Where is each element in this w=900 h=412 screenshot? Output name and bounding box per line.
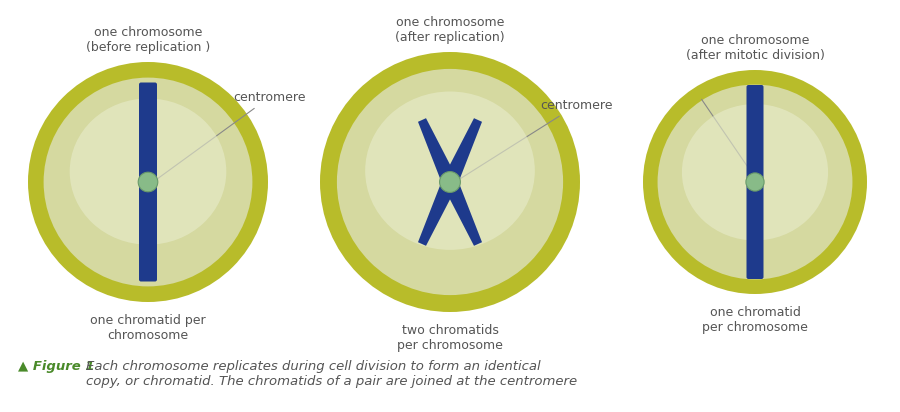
Text: centromere: centromere <box>155 91 305 180</box>
Ellipse shape <box>69 98 226 245</box>
FancyBboxPatch shape <box>746 85 763 279</box>
Text: one chromosome
(after mitotic division): one chromosome (after mitotic division) <box>686 34 824 62</box>
Polygon shape <box>418 179 457 246</box>
Circle shape <box>746 173 764 191</box>
Circle shape <box>43 77 252 286</box>
Text: one chromosome
(before replication ): one chromosome (before replication ) <box>86 26 210 54</box>
Circle shape <box>439 172 461 192</box>
Polygon shape <box>443 179 482 246</box>
Text: two chromatids
per chromosome: two chromatids per chromosome <box>397 324 503 352</box>
Text: one chromatid
per chromosome: one chromatid per chromosome <box>702 306 808 334</box>
Circle shape <box>139 172 158 192</box>
Circle shape <box>320 52 580 312</box>
Polygon shape <box>443 118 482 185</box>
Text: centromere: centromere <box>457 99 613 180</box>
Ellipse shape <box>365 91 535 250</box>
Ellipse shape <box>682 104 828 241</box>
Text: ▲ Figure 1: ▲ Figure 1 <box>18 360 104 373</box>
Circle shape <box>643 70 867 294</box>
Circle shape <box>28 62 268 302</box>
FancyBboxPatch shape <box>139 82 157 281</box>
Text: one chromatid per
chromosome: one chromatid per chromosome <box>90 314 206 342</box>
Polygon shape <box>418 118 457 185</box>
Circle shape <box>658 84 852 279</box>
Text: one chromosome
(after replication): one chromosome (after replication) <box>395 16 505 44</box>
Text: Each chromosome replicates during cell division to form an identical
copy, or ch: Each chromosome replicates during cell d… <box>86 360 577 388</box>
Circle shape <box>337 69 563 295</box>
